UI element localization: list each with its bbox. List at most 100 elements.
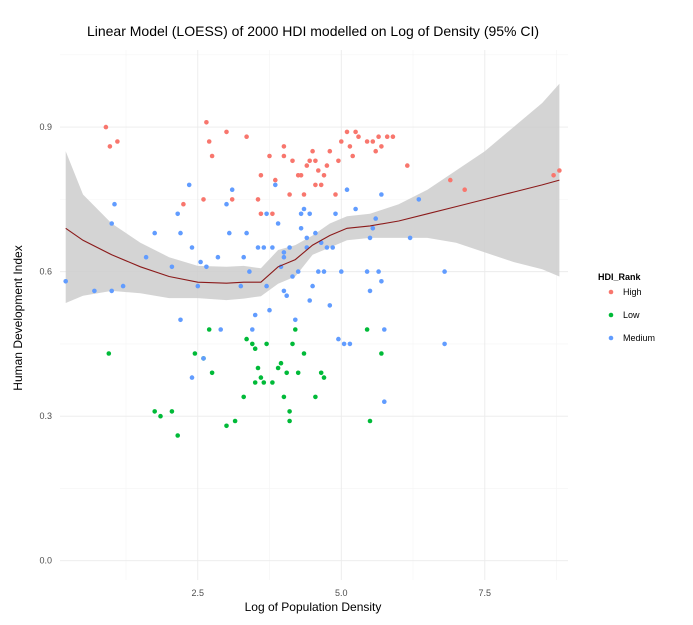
- point-medium: [109, 288, 114, 294]
- legend-label-medium: Medium: [623, 333, 655, 343]
- point-high: [364, 139, 370, 144]
- point-medium: [152, 230, 157, 236]
- chart-title: Linear Model (LOESS) of 2000 HDI modelle…: [87, 23, 539, 39]
- x-tick-label: 7.5: [479, 588, 492, 598]
- point-low: [224, 423, 229, 429]
- point-medium: [290, 274, 295, 279]
- point-low: [209, 370, 215, 376]
- y-tick-label: 0.6: [39, 267, 52, 277]
- point-high: [281, 153, 287, 159]
- point-low: [287, 418, 292, 424]
- point-high: [273, 177, 278, 183]
- point-low: [321, 375, 327, 380]
- point-medium: [229, 187, 235, 192]
- point-medium: [324, 245, 330, 250]
- point-high: [321, 173, 327, 178]
- point-high: [353, 129, 358, 135]
- point-high: [339, 139, 344, 144]
- point-high: [304, 163, 310, 168]
- point-medium: [442, 269, 447, 274]
- point-high: [384, 134, 390, 139]
- point-high: [301, 192, 307, 197]
- point-high: [376, 134, 381, 139]
- y-tick-label: 0.3: [39, 411, 52, 421]
- point-medium: [189, 245, 195, 250]
- point-high: [181, 201, 186, 207]
- point-medium: [215, 254, 221, 260]
- grid: [60, 50, 568, 580]
- point-low: [301, 351, 307, 356]
- point-high: [370, 139, 376, 144]
- point-low: [364, 327, 370, 332]
- point-medium: [310, 283, 315, 289]
- point-high: [115, 139, 120, 144]
- point-high: [244, 134, 249, 139]
- point-medium: [295, 269, 301, 274]
- point-high: [344, 129, 350, 135]
- point-medium: [382, 327, 387, 332]
- point-low: [278, 360, 284, 366]
- point-medium: [281, 288, 287, 294]
- point-low: [313, 394, 318, 400]
- axis-ticks: 2.5 5.0 7.5 0.0 0.3 0.6 0.9: [39, 122, 491, 598]
- point-medium: [120, 283, 126, 289]
- point-medium: [198, 259, 203, 265]
- point-low: [293, 327, 298, 332]
- y-tick-label: 0.9: [39, 122, 52, 132]
- point-medium: [298, 226, 304, 231]
- point-high: [209, 153, 215, 159]
- point-high: [356, 134, 361, 139]
- point-high: [255, 197, 261, 202]
- point-medium: [353, 206, 358, 212]
- point-medium: [270, 245, 275, 250]
- point-medium: [307, 298, 313, 303]
- point-medium: [112, 201, 117, 207]
- point-medium: [143, 254, 149, 260]
- x-tick-label: 2.5: [192, 588, 205, 598]
- point-medium: [247, 269, 252, 274]
- point-medium: [344, 187, 350, 192]
- point-medium: [367, 235, 373, 241]
- point-low: [255, 365, 261, 371]
- point-high: [405, 163, 410, 168]
- legend-label-high: High: [623, 287, 642, 297]
- point-medium: [178, 317, 183, 323]
- point-medium: [364, 269, 370, 274]
- point-medium: [204, 264, 209, 270]
- point-high: [333, 192, 338, 197]
- point-medium: [367, 288, 373, 294]
- point-low: [232, 418, 238, 424]
- point-low: [158, 413, 163, 419]
- point-low: [250, 341, 255, 347]
- point-medium: [261, 245, 267, 250]
- point-high: [350, 153, 356, 159]
- point-high: [281, 144, 287, 149]
- point-medium: [169, 264, 175, 270]
- point-medium: [284, 293, 290, 299]
- point-low: [290, 341, 295, 347]
- point-medium: [227, 230, 232, 236]
- point-medium: [301, 206, 307, 212]
- point-medium: [275, 221, 281, 226]
- point-high: [307, 158, 313, 164]
- point-high: [557, 168, 562, 173]
- point-medium: [252, 312, 258, 318]
- point-high: [267, 153, 272, 159]
- point-medium: [281, 254, 287, 260]
- point-medium: [293, 317, 298, 323]
- point-high: [287, 192, 292, 197]
- point-medium: [298, 211, 304, 217]
- confidence-band: [65, 83, 560, 303]
- point-medium: [379, 279, 384, 284]
- point-high: [258, 211, 264, 217]
- point-low: [169, 409, 175, 414]
- point-medium: [201, 356, 206, 361]
- point-medium: [336, 336, 341, 342]
- legend-key-low: [608, 312, 614, 318]
- point-low: [152, 409, 157, 414]
- point-low: [275, 365, 281, 371]
- point-medium: [281, 250, 287, 255]
- point-medium: [313, 230, 318, 236]
- point-high: [462, 187, 468, 192]
- point-medium: [109, 221, 114, 226]
